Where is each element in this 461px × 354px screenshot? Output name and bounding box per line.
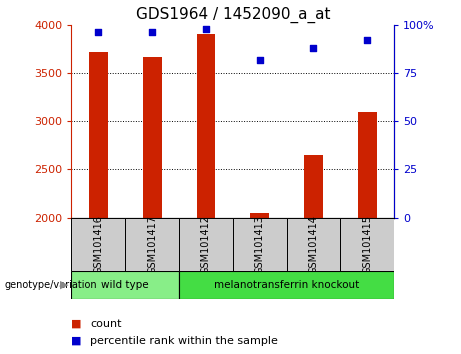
- Text: melanotransferrin knockout: melanotransferrin knockout: [214, 280, 359, 290]
- Bar: [143, 57, 161, 218]
- Point: [202, 26, 210, 32]
- Bar: [179, 271, 394, 299]
- Bar: [125, 218, 179, 271]
- Text: genotype/variation: genotype/variation: [5, 280, 97, 290]
- Text: GSM101413: GSM101413: [254, 215, 265, 274]
- Text: GSM101412: GSM101412: [201, 215, 211, 274]
- Text: percentile rank within the sample: percentile rank within the sample: [90, 336, 278, 346]
- Title: GDS1964 / 1452090_a_at: GDS1964 / 1452090_a_at: [136, 7, 330, 23]
- Bar: [71, 271, 179, 299]
- Point: [95, 30, 102, 35]
- Bar: [196, 34, 215, 218]
- Text: wild type: wild type: [101, 280, 149, 290]
- Bar: [233, 218, 287, 271]
- Text: GSM101415: GSM101415: [362, 215, 372, 274]
- Bar: [287, 218, 340, 271]
- Bar: [304, 155, 323, 218]
- Point: [310, 45, 317, 51]
- Bar: [71, 218, 125, 271]
- Point: [148, 30, 156, 35]
- Bar: [179, 218, 233, 271]
- Text: GSM101417: GSM101417: [147, 215, 157, 274]
- Bar: [250, 213, 269, 218]
- Text: GSM101414: GSM101414: [308, 215, 319, 274]
- Text: ▶: ▶: [60, 280, 68, 290]
- Point: [364, 38, 371, 43]
- Text: GSM101416: GSM101416: [93, 215, 103, 274]
- Bar: [358, 112, 377, 218]
- Bar: [89, 52, 108, 218]
- Bar: [340, 218, 394, 271]
- Point: [256, 57, 263, 62]
- Text: ■: ■: [71, 319, 82, 329]
- Text: ■: ■: [71, 336, 82, 346]
- Text: count: count: [90, 319, 121, 329]
